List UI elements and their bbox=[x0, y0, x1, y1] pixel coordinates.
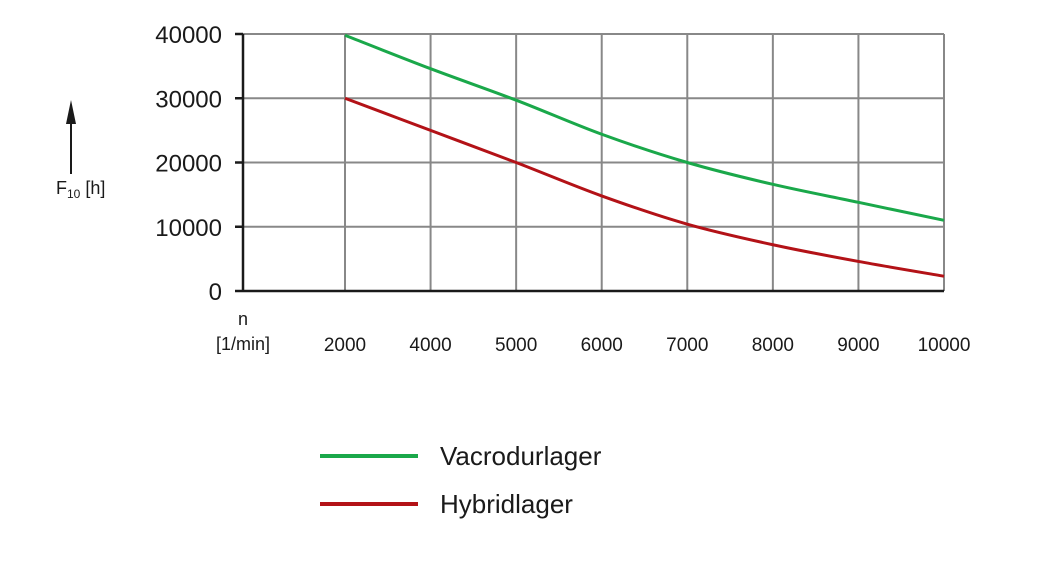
y-axis-arrow bbox=[66, 100, 76, 174]
legend-label-vacrodurlager: Vacrodurlager bbox=[440, 440, 602, 471]
legend-swatch-hybridlager bbox=[320, 502, 418, 506]
x-tick-label-6: 9000 bbox=[837, 335, 879, 356]
legend: Vacrodurlager Hybridlager bbox=[320, 432, 601, 528]
y-axis-label-unit: [h] bbox=[80, 178, 105, 198]
legend-item-vacrodurlager: Vacrodurlager bbox=[320, 432, 601, 480]
y-axis-label: F10 [h] bbox=[56, 178, 105, 201]
legend-swatch-vacrodurlager bbox=[320, 454, 418, 458]
y-axis-label-subscript: 10 bbox=[67, 187, 81, 201]
x-tick-label-4: 7000 bbox=[666, 335, 708, 356]
legend-item-hybridlager: Hybridlager bbox=[320, 480, 601, 528]
x-tick-label-2: 5000 bbox=[495, 335, 537, 356]
legend-label-hybridlager: Hybridlager bbox=[440, 488, 573, 519]
series-line-hybridlager bbox=[344, 96, 945, 278]
series-lines bbox=[344, 33, 945, 278]
x-tick-labels: 2000 4000 5000 6000 7000 8000 9000 10000 bbox=[324, 335, 971, 356]
axes bbox=[235, 32, 944, 293]
y-tick-labels: 0 10000 20000 30000 40000 bbox=[155, 22, 222, 306]
y-tick-label-1: 10000 bbox=[155, 215, 222, 242]
x-tick-label-5: 8000 bbox=[752, 335, 794, 356]
chart: 0 10000 20000 30000 40000 2000 4000 5000 6000 70… bbox=[56, 22, 971, 356]
y-tick-label-2: 20000 bbox=[155, 151, 222, 178]
x-axis-label-line2: [1/min] bbox=[216, 334, 270, 354]
x-tick-label-0: 2000 bbox=[324, 335, 366, 356]
y-tick-label-0: 0 bbox=[209, 279, 222, 306]
y-tick-label-3: 30000 bbox=[155, 86, 222, 113]
x-axis-label-line1: n bbox=[238, 309, 248, 329]
grid bbox=[243, 33, 945, 291]
x-tick-label-3: 6000 bbox=[581, 335, 623, 356]
y-tick-label-4: 40000 bbox=[155, 22, 222, 49]
x-tick-label-7: 10000 bbox=[918, 335, 971, 356]
y-axis-label-main: F bbox=[56, 178, 67, 198]
series-line-vacrodurlager bbox=[344, 33, 945, 222]
x-tick-label-1: 4000 bbox=[409, 335, 451, 356]
